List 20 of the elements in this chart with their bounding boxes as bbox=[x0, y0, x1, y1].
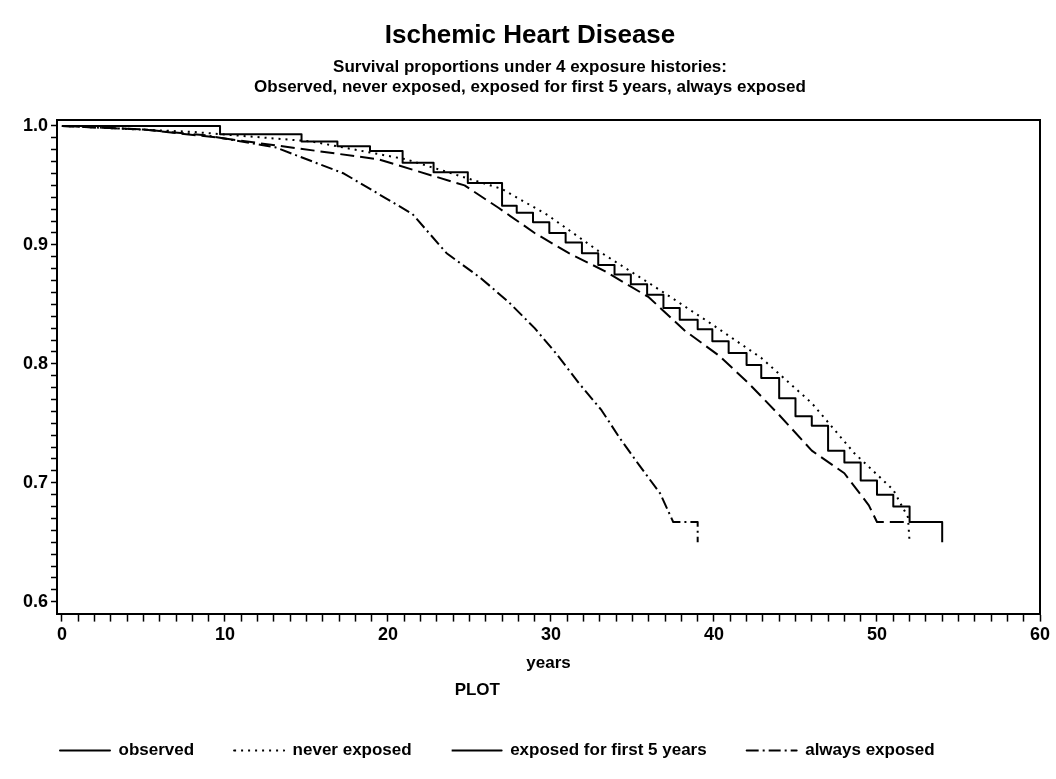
x-axis-title: years bbox=[526, 653, 571, 673]
y-tick-label: 0.8 bbox=[22, 352, 49, 373]
x-tick-label: 50 bbox=[866, 624, 887, 645]
x-tick-label: 40 bbox=[703, 624, 724, 645]
x-tick-label: 0 bbox=[56, 624, 67, 645]
chart-title: Ischemic Heart Disease bbox=[384, 18, 676, 49]
legend-label: observed bbox=[118, 740, 195, 760]
legend-label: always exposed bbox=[805, 740, 935, 760]
x-tick-label: 30 bbox=[540, 624, 561, 645]
y-tick-label: 0.9 bbox=[22, 233, 49, 254]
y-tick-label: 0.6 bbox=[22, 590, 49, 611]
x-tick-label: 10 bbox=[214, 624, 235, 645]
legend-title: PLOT bbox=[454, 679, 501, 699]
legend-label: never exposed bbox=[292, 740, 412, 760]
y-tick-label: 1.0 bbox=[22, 114, 49, 135]
x-tick-label: 60 bbox=[1029, 624, 1051, 645]
x-tick-label: 20 bbox=[377, 624, 398, 645]
legend-label: exposed for first 5 years bbox=[510, 740, 707, 760]
y-tick-label: 0.7 bbox=[22, 471, 49, 492]
chart-subtitle: Survival proportions under 4 exposure histories: Observed, never exposed, exposed for first 5 years, always exposed bbox=[254, 57, 806, 97]
